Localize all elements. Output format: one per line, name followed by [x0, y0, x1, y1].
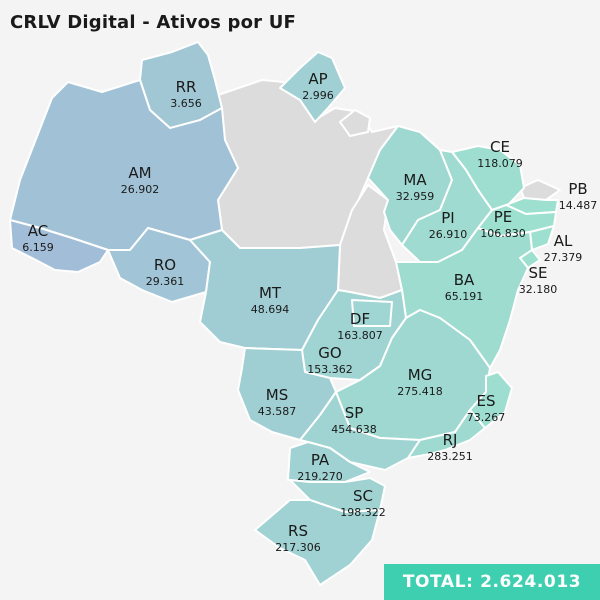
total-label: TOTAL:: [402, 572, 474, 592]
state-value-label: 2.996: [302, 89, 334, 102]
state-value-label: 198.322: [340, 506, 386, 519]
state-value-label: 32.959: [396, 190, 435, 203]
state-value-label: 27.379: [544, 251, 583, 264]
map-title: CRLV Digital - Ativos por UF: [10, 12, 297, 33]
state-value-label: 29.361: [146, 275, 185, 288]
state-value-label: 118.079: [477, 157, 523, 170]
state-code-label: BA: [454, 271, 475, 289]
state-code-label: PA: [311, 451, 330, 469]
state-value-label: 6.159: [22, 241, 54, 254]
state-code-label: AP: [308, 70, 327, 88]
state-value-label: 163.807: [337, 329, 383, 342]
state-value-label: 217.306: [275, 541, 321, 554]
state-value-label: 283.251: [427, 450, 473, 463]
state-code-label: RO: [154, 256, 176, 274]
state-code-label: MT: [259, 284, 282, 302]
state-value-label: 26.910: [429, 228, 468, 241]
state-code-label: GO: [318, 344, 341, 362]
state-code-label: AL: [554, 232, 573, 250]
state-shape[interactable]: [254, 499, 381, 586]
state-value-label: 43.587: [258, 405, 297, 418]
state-shape[interactable]: [279, 51, 346, 123]
state-code-label: SP: [345, 404, 364, 422]
state-code-label: CE: [490, 138, 510, 156]
state-value-label: 153.362: [307, 363, 353, 376]
state-labels: RR3.656AP2.996AM26.902AC6.159RO29.361MT4…: [22, 70, 597, 554]
state-code-label: MS: [266, 386, 288, 404]
state-value-label: 26.902: [121, 183, 160, 196]
state-value-label: 73.267: [467, 411, 506, 424]
state-code-label: DF: [350, 310, 370, 328]
state-shape[interactable]: [351, 299, 393, 327]
state-code-label: MA: [403, 171, 427, 189]
state-value-label: 14.487: [559, 199, 598, 212]
state-shape[interactable]: [469, 371, 513, 429]
state-value-label: 3.656: [170, 97, 202, 110]
state-code-label: RJ: [443, 431, 458, 449]
state-code-label: MG: [408, 366, 433, 384]
region-rio-grande-do-norte[interactable]: [519, 179, 561, 201]
state-code-label: AC: [28, 222, 48, 240]
state-value-label: 48.694: [251, 303, 290, 316]
state-code-label: SE: [529, 264, 548, 282]
state-value-label: 219.270: [297, 470, 343, 483]
state-value-label: 275.418: [397, 385, 443, 398]
state-code-label: RS: [288, 522, 308, 540]
state-code-label: PI: [441, 209, 454, 227]
state-value-label: 454.638: [331, 423, 377, 436]
state-value-label: 65.191: [445, 290, 484, 303]
region-marajo-island: [339, 109, 371, 137]
state-code-label: SC: [353, 487, 373, 505]
state-shape[interactable]: [407, 409, 486, 459]
state-value-label: 32.180: [519, 283, 558, 296]
total-value: 2.624.013: [480, 572, 582, 592]
state-code-label: PB: [568, 180, 587, 198]
state-value-label: 106.830: [480, 227, 526, 240]
state-code-label: PE: [494, 208, 513, 226]
state-code-label: AM: [128, 164, 151, 182]
state-code-label: ES: [477, 392, 496, 410]
state-shape[interactable]: [9, 219, 109, 273]
total-badge: TOTAL: 2.624.013: [384, 564, 600, 600]
state-code-label: RR: [176, 78, 197, 96]
